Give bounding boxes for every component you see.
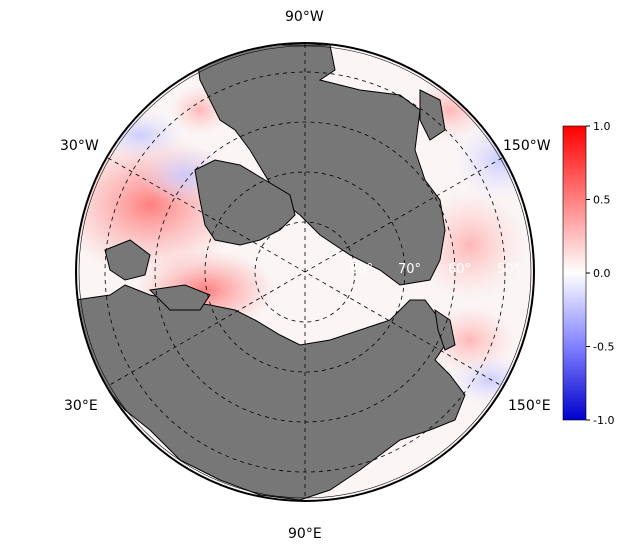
- colorbar-tick-label: 0.5: [593, 194, 611, 207]
- colorbar-ticks: 1.0 0.5 0.0 -0.5 -1.0: [586, 120, 614, 427]
- map-outline: [75, 42, 535, 502]
- lat-label-60: 60°: [448, 262, 471, 277]
- land-north-america: [194, 44, 446, 286]
- map-disc: [77, 44, 533, 500]
- meridian-150w-30e: [107, 157, 503, 387]
- parallel-70: [204, 171, 406, 373]
- colorbar-tick-label: 0.0: [593, 267, 611, 280]
- land-masses: [77, 44, 466, 500]
- lon-label-30w: 30°W: [60, 138, 99, 154]
- colorbar-tick-label: -1.0: [593, 414, 614, 427]
- colorbar-tick-label: -0.5: [593, 341, 614, 354]
- lat-label-80: 80°: [350, 262, 373, 277]
- land-greenland: [194, 159, 296, 246]
- field-patch-north-pacific: [455, 120, 533, 200]
- colorbar: 1.0 0.5 0.0 -0.5 -1.0: [562, 120, 614, 427]
- lon-label-90e: 90°E: [288, 526, 322, 542]
- lon-label-30e: 30°E: [64, 398, 98, 414]
- lon-label-150w: 150°W: [503, 138, 551, 154]
- lon-label-150e: 150°E: [508, 398, 551, 414]
- colorbar-gradient: [562, 125, 587, 421]
- land-kola: [148, 284, 211, 311]
- lon-label-90w: 90°W: [285, 9, 324, 25]
- lat-label-50: 50°: [497, 262, 520, 277]
- lat-label-70: 70°: [398, 262, 421, 277]
- land-eurasia: [77, 284, 466, 500]
- map-outline-inner: [78, 45, 532, 499]
- land-alaska-tip: [419, 89, 446, 141]
- land-kamchatka: [434, 308, 456, 351]
- graticule: [104, 44, 506, 500]
- land-scandinavia: [104, 239, 151, 281]
- colorbar-tick-label: 1.0: [593, 120, 611, 133]
